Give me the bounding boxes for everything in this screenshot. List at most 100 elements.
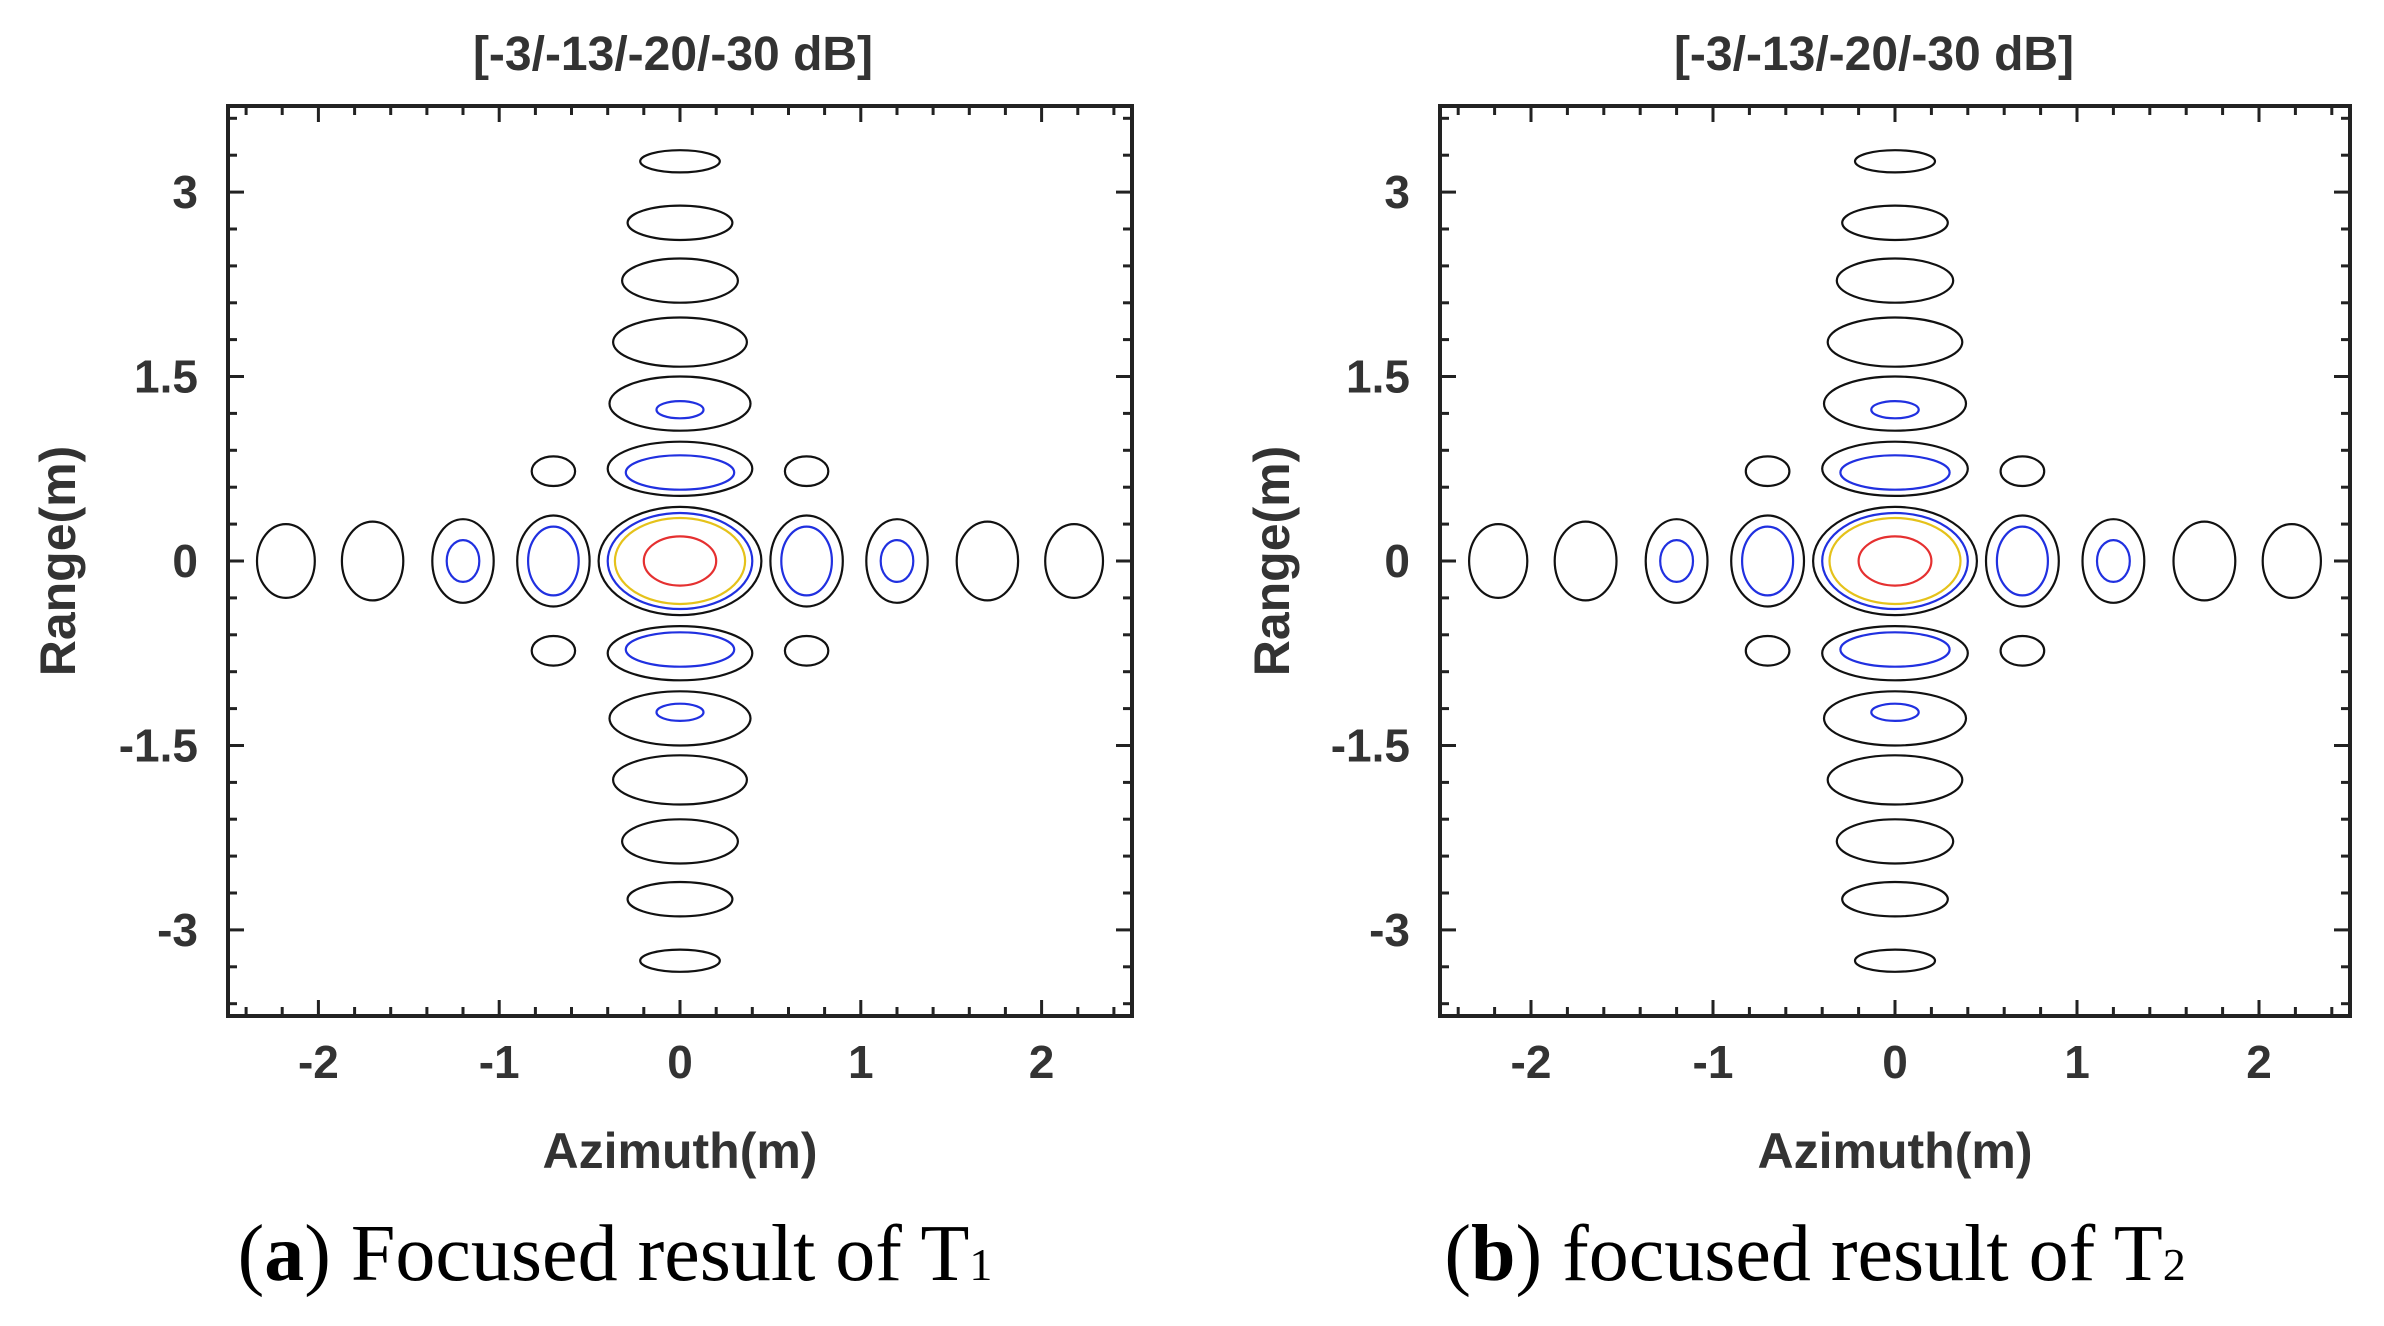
contour-20db <box>1870 400 1920 420</box>
contour-30db <box>865 518 929 604</box>
contour-30db <box>1841 880 1949 918</box>
caption-subscript: 2 <box>2163 1239 2186 1290</box>
contour-30db <box>639 948 721 973</box>
y-tick-label: -3 <box>157 904 198 956</box>
contour-30db <box>1744 455 1791 488</box>
x-axis-label: Azimuth(m) <box>543 1123 818 1179</box>
y-axis-label: Range(m) <box>1244 446 1300 677</box>
contour-30db <box>516 514 591 608</box>
tick-marks <box>228 106 1132 1016</box>
contour-30db <box>597 505 763 617</box>
contour-layer <box>1467 149 2322 973</box>
y-tick-labels: 3 1.5 0 -1.5 -3 <box>119 166 198 956</box>
contour-30db <box>340 520 405 602</box>
x-tick-label: 1 <box>848 1036 874 1088</box>
contour-30db <box>783 455 830 488</box>
contour-20db <box>606 511 754 611</box>
contour-20db <box>1870 702 1920 723</box>
chart-title: [-3/-13/-20/-30 dB] <box>1674 28 2074 81</box>
contour-13db <box>1828 516 1962 606</box>
contour-30db <box>1821 440 1969 497</box>
contour-20db <box>2095 538 2131 583</box>
y-tick-label: 1.5 <box>134 351 198 403</box>
x-tick-label: -1 <box>1693 1036 1734 1088</box>
x-tick-label: -1 <box>479 1036 520 1088</box>
contour-20db <box>624 454 736 491</box>
contour-20db <box>879 538 915 583</box>
tick-marks <box>1440 106 2350 1016</box>
contour-30db <box>1811 505 1978 617</box>
contour-30db <box>620 818 739 865</box>
y-tick-label: 1.5 <box>1346 351 1410 403</box>
contour-30db <box>606 625 754 682</box>
contour-20db <box>655 702 705 723</box>
contour-30db <box>1841 204 1949 242</box>
contour-30db <box>431 518 495 604</box>
contour-3db <box>1857 535 1933 587</box>
contour-30db <box>1826 316 1964 368</box>
y-tick-label: 0 <box>1384 535 1410 587</box>
contour-30db <box>1553 520 1618 602</box>
y-tick-label: 3 <box>1384 166 1410 218</box>
contour-30db <box>255 522 316 599</box>
caption-text: ) Focused result of T <box>304 1210 969 1298</box>
contour-30db <box>620 257 739 304</box>
contour-30db <box>1826 754 1964 806</box>
contour-30db <box>2261 522 2322 599</box>
y-tick-label: -1.5 <box>119 720 198 772</box>
contour-30db <box>530 634 577 667</box>
contour-20db <box>1659 538 1695 583</box>
x-tick-label: -2 <box>1511 1036 1552 1088</box>
contour-30db <box>1730 514 1806 608</box>
contour-30db <box>530 455 577 488</box>
contour-30db <box>2081 518 2146 604</box>
plot-frame <box>226 104 1134 1018</box>
x-tick-labels: -2 -1 0 1 2 <box>1511 1036 2272 1088</box>
panel-a: [-3/-13/-20/-30 dB] -2 -1 0 1 2 31.50-1.5-3 … <box>30 28 1134 1298</box>
contour-20db <box>1839 454 1951 491</box>
x-tick-label: 2 <box>2246 1036 2272 1088</box>
contour-30db <box>611 316 748 368</box>
y-tick-label: -1.5 <box>1331 720 1410 772</box>
contour-30db <box>626 204 734 242</box>
chart-title: [-3/-13/-20/-30 dB] <box>473 28 873 81</box>
panel-caption: (b) focused result of T2 <box>1444 1210 2185 1298</box>
x-tick-label: 2 <box>1029 1036 1055 1088</box>
contour-30db <box>608 375 752 432</box>
panel-caption: (a) Focused result of T1 <box>238 1210 993 1298</box>
contour-30db <box>611 754 748 806</box>
contour-3db <box>642 535 718 587</box>
contour-30db <box>1984 514 2060 608</box>
contour-30db <box>1853 948 1937 973</box>
caption-text: ) focused result of T <box>1515 1210 2162 1298</box>
y-tick-labels: 3 1.5 0 -1.5 -3 <box>1331 166 1410 956</box>
x-tick-labels: -2 -1 0 1 2 <box>298 1036 1054 1088</box>
contour-20db <box>1740 525 1795 597</box>
contour-layer <box>255 149 1105 973</box>
panel-b: [-3/-13/-20/-30 dB] -2 -1 0 1 2 31.50-1.5-3 … <box>1244 28 2352 1298</box>
contour-30db <box>1644 518 1709 604</box>
caption-subscript: 1 <box>969 1239 992 1290</box>
contour-30db <box>1822 375 1968 432</box>
contour-30db <box>783 634 830 667</box>
contour-30db <box>1821 625 1969 682</box>
y-axis-label: Range(m) <box>30 446 86 677</box>
caption-label: b <box>1471 1210 1516 1298</box>
contour-30db <box>1044 522 1105 599</box>
contour-30db <box>639 149 721 174</box>
contour-20db <box>1995 525 2050 597</box>
contour-30db <box>626 880 734 918</box>
contour-30db <box>1467 522 1529 599</box>
contour-30db <box>1999 455 2046 488</box>
plot-frame <box>1438 104 2352 1018</box>
contour-30db <box>769 514 844 608</box>
y-tick-label: 0 <box>172 535 198 587</box>
contour-30db <box>1822 690 1968 747</box>
contour-20db <box>445 538 481 583</box>
caption-label: a <box>264 1210 304 1298</box>
contour-30db <box>1999 634 2046 667</box>
contour-20db <box>1821 511 1969 611</box>
x-tick-label: 0 <box>1882 1036 1908 1088</box>
contour-30db <box>955 520 1020 602</box>
